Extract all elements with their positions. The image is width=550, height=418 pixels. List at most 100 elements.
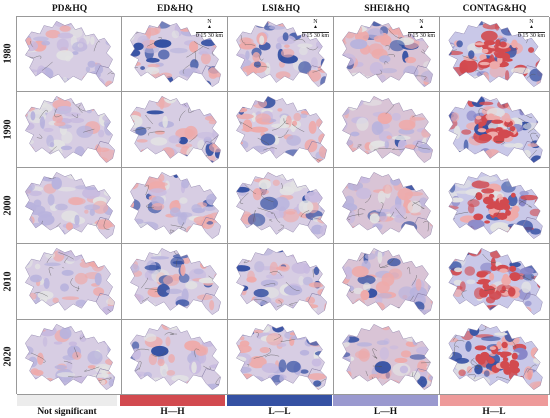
cluster-patch [57,105,72,111]
boundary-line [455,248,469,255]
cluster-patch [448,60,453,68]
boundary-line [245,309,260,315]
boundary-line [495,141,505,145]
cluster-patch [329,337,333,346]
cluster-patch [342,294,350,305]
cluster-patch [519,109,525,116]
cluster-patch [406,96,411,101]
cluster-patch [25,289,29,300]
cluster-patch [56,50,74,61]
cluster-patch [74,81,79,87]
cluster-patch [104,222,115,228]
cluster-patch [440,303,446,308]
cluster-patch [362,282,371,292]
cluster-patch [98,129,105,138]
cluster-patch [122,305,127,309]
cluster-patch [127,317,137,319]
cluster-patch [526,244,543,248]
cluster-patch [93,287,105,296]
boundary-line [290,310,303,315]
cluster-patch [391,112,401,121]
cluster-patch [471,96,485,107]
boundary-line [93,41,101,52]
cluster-patch [440,179,443,186]
cluster-patch [304,159,314,163]
boundary-line [334,211,341,214]
cluster-patch [37,103,53,113]
cluster-patch [219,113,221,123]
cluster-patch [108,345,115,358]
region-outline [342,248,431,311]
cluster-patch [251,112,256,123]
cluster-patch [297,302,310,309]
cluster-patch [468,50,475,59]
cluster-patch [160,363,169,377]
boundary-line [342,161,355,163]
cluster-patch [236,265,251,272]
cluster-patch [90,175,106,186]
boundary-line [141,277,148,289]
cluster-patch [236,389,242,390]
cluster-patch [236,98,254,103]
cluster-patch [342,285,355,292]
cluster-patch-hh [474,345,487,351]
cluster-patch [408,324,418,327]
cluster-patch [48,320,57,323]
cluster-patch [303,83,311,87]
cluster-patch [87,350,103,365]
boundary-line [258,55,264,61]
cluster-patch [504,232,511,239]
north-arrow-icon: N [529,19,534,25]
cluster-patch [311,98,327,103]
boundary-line [189,134,198,143]
boundary-line [255,331,259,338]
cluster-patch [188,176,199,183]
cluster-patch [97,180,112,186]
boundary-line [194,103,206,110]
boundary-line [146,203,154,208]
boundary-line [62,267,65,269]
legend-not-significant: Not significant [17,395,117,418]
cluster-patch [324,367,327,374]
cluster-patch [461,129,472,135]
legend-label-ll: L—L [268,407,291,417]
cluster-patch [530,347,541,359]
cluster-patch [34,250,42,255]
cluster-patch [209,364,221,369]
boundary-line [98,233,102,239]
boundary-line [170,333,178,335]
cluster-patch [431,248,433,251]
cluster-patch-hh [511,39,518,49]
boundary-line [432,267,433,278]
cluster-patch [500,24,517,36]
map-svg [440,172,543,239]
cluster-patch [275,42,282,50]
map-panel-pd-hq-2020 [17,320,122,395]
region-outline [95,368,115,391]
cluster-patch [373,35,386,42]
cluster-patch [87,383,95,390]
cluster-patch [285,311,292,315]
cluster-patch [359,176,371,184]
cluster-patch-hh [505,118,511,123]
cluster-patch [342,174,344,189]
cluster-patch [53,312,59,315]
cluster-patch [448,362,451,371]
cluster-patch [130,270,134,275]
boundary-line [266,17,268,21]
cluster-patch [334,67,339,75]
cluster-patch [259,324,265,329]
scale-bar-label: 0 15 30 km [195,32,223,39]
cluster-patch [484,220,491,224]
cluster-patch [285,211,296,215]
region-outline [522,141,543,163]
cluster-patch [523,366,534,380]
cluster-patch [42,96,54,99]
cluster-patch [155,92,171,96]
cluster-patch [508,23,515,31]
cluster-patch [454,248,472,257]
cluster-patch [311,389,322,390]
cluster-patch [224,218,227,227]
cluster-patch [506,310,512,315]
region-outline [130,20,219,83]
